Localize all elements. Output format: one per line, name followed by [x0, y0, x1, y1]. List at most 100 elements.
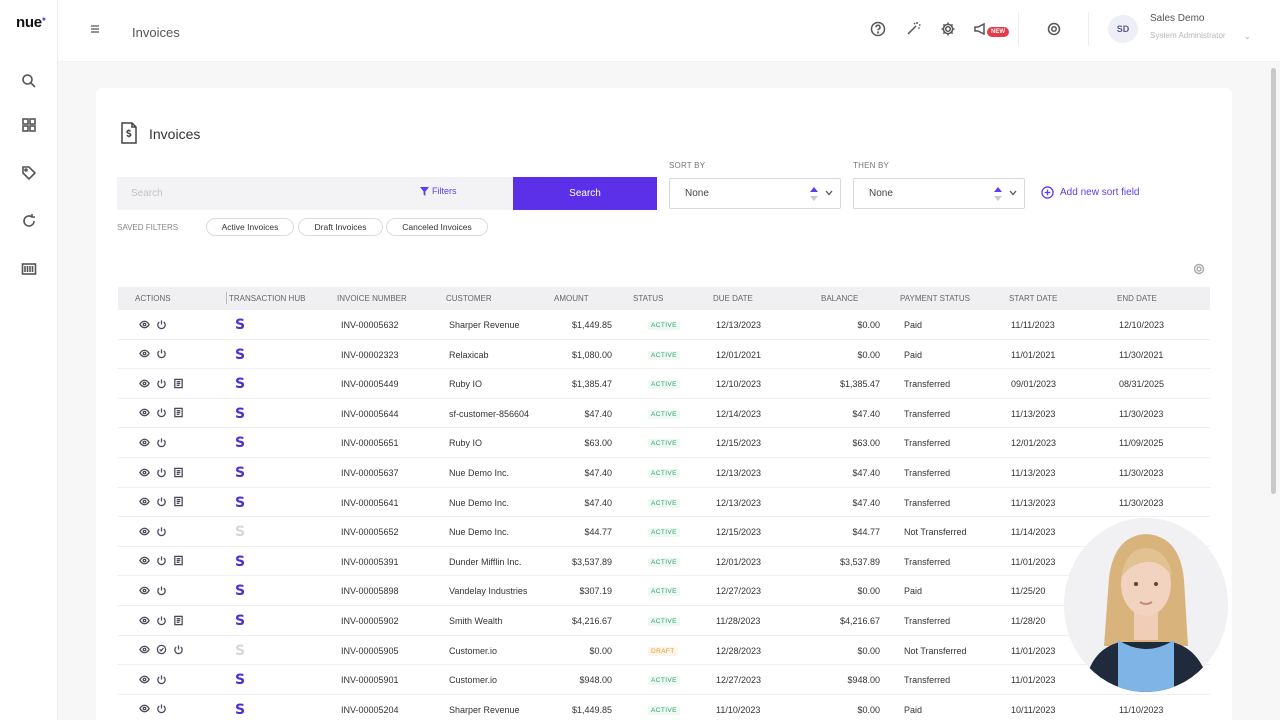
invoice-number[interactable]: INV-00005391 — [341, 556, 399, 567]
page-scrollbar[interactable] — [1271, 68, 1276, 494]
customer-name[interactable]: Customer.io — [449, 675, 498, 686]
column-header-transaction-hub[interactable]: TRANSACTION HUB — [229, 294, 306, 303]
power-icon[interactable] — [155, 436, 167, 448]
column-header-due-date[interactable]: DUE DATE — [713, 294, 753, 303]
table-row[interactable]: S INV-00005449 Ruby IO $1,385.47 12/10/2023 $… — [118, 369, 1210, 399]
customer-name[interactable]: Relaxicab — [449, 349, 489, 360]
then-by-select[interactable]: None — [853, 178, 1025, 209]
table-row[interactable]: S INV-00005391 Dunder Mifflin Inc. $3,537.8… — [118, 547, 1210, 577]
tag-icon[interactable] — [19, 163, 39, 183]
invoice-number[interactable]: INV-00005641 — [341, 497, 399, 508]
transaction-hub-icon[interactable]: S — [235, 435, 246, 452]
invoice-number[interactable]: INV-00005905 — [341, 645, 399, 656]
document-icon[interactable] — [172, 496, 184, 508]
power-icon[interactable] — [172, 644, 184, 656]
invoice-number[interactable]: INV-00005637 — [341, 468, 399, 478]
view-icon[interactable] — [138, 407, 150, 419]
customer-name[interactable]: Ruby IO — [449, 379, 483, 390]
power-icon[interactable] — [155, 673, 167, 685]
column-header-invoice-number[interactable]: INVOICE NUMBER — [337, 294, 407, 303]
view-icon[interactable] — [138, 466, 150, 478]
refresh-icon[interactable] — [19, 211, 39, 231]
column-header-amount[interactable]: AMOUNT — [554, 294, 589, 303]
table-row[interactable]: S INV-00005637 Nue Demo Inc. $47.40 12/13/20… — [118, 458, 1210, 488]
view-icon[interactable] — [138, 555, 150, 567]
customer-name[interactable]: Nue Demo Inc. — [449, 497, 510, 508]
customer-name[interactable]: sf-customer-856604 — [449, 408, 530, 419]
invoice-number[interactable]: INV-00005204 — [341, 704, 399, 715]
table-row[interactable]: S INV-00005905 Customer.io $0.00 12/28/2023 $… — [118, 636, 1210, 666]
customer-name[interactable]: Dunder Mifflin Inc. — [449, 556, 522, 567]
settings-icon[interactable] — [1045, 20, 1063, 38]
view-icon[interactable] — [138, 584, 150, 596]
transaction-hub-icon[interactable]: S — [235, 583, 246, 600]
view-icon[interactable] — [138, 348, 150, 360]
invoice-number[interactable]: INV-00002323 — [341, 349, 399, 360]
power-icon[interactable] — [155, 614, 167, 626]
table-row[interactable]: S INV-00005902 Smith Wealth $4,216.67 11/28/… — [118, 606, 1210, 636]
column-resize-handle[interactable] — [226, 292, 227, 304]
invoice-number[interactable]: INV-00005652 — [341, 527, 399, 538]
invoice-number[interactable]: INV-00005644 — [341, 408, 399, 419]
transaction-hub-icon[interactable]: S — [235, 672, 246, 689]
invoice-number[interactable]: INV-00005632 — [341, 320, 399, 330]
power-icon[interactable] — [155, 377, 167, 389]
customer-name[interactable]: Smith Wealth — [449, 616, 503, 626]
power-icon[interactable] — [155, 466, 167, 478]
table-row[interactable]: S INV-00005204 Sharper Revenue $1,449.85 11/… — [118, 695, 1210, 720]
column-header-customer[interactable]: CUSTOMER — [446, 294, 492, 303]
table-row[interactable]: S INV-00005644 sf-customer-856604 $47.40 12/… — [118, 399, 1210, 429]
document-icon[interactable] — [172, 377, 184, 389]
table-row[interactable]: S INV-00005901 Customer.io $948.00 12/27/202… — [118, 665, 1210, 695]
help-icon[interactable] — [869, 20, 887, 38]
view-icon[interactable] — [138, 673, 150, 685]
power-icon[interactable] — [155, 584, 167, 596]
table-row[interactable]: S INV-00005651 Ruby IO $63.00 12/15/2023 $63.… — [118, 428, 1210, 458]
column-header-end-date[interactable]: END DATE — [1117, 294, 1157, 303]
power-icon[interactable] — [155, 496, 167, 508]
customer-name[interactable]: Sharper Revenue — [449, 320, 520, 330]
chevron-down-icon[interactable]: ⌄ — [1244, 32, 1251, 41]
transaction-hub-icon[interactable]: S — [235, 613, 246, 629]
transaction-hub-icon[interactable]: S — [235, 494, 246, 511]
transaction-hub-icon[interactable]: S — [235, 524, 246, 541]
add-sort-field-button[interactable]: Add new sort field — [1041, 186, 1140, 199]
transaction-hub-icon[interactable]: S — [235, 553, 246, 570]
barcode-icon[interactable] — [19, 259, 39, 279]
table-row[interactable]: S INV-00005641 Nue Demo Inc. $47.40 12/13/20… — [118, 488, 1210, 518]
column-header-balance[interactable]: BALANCE — [821, 294, 859, 303]
saved-filter-active-invoices[interactable]: Active Invoices — [206, 218, 294, 236]
user-name[interactable]: Sales Demo — [1150, 13, 1205, 24]
transaction-hub-icon[interactable]: S — [235, 405, 246, 422]
power-icon[interactable] — [155, 348, 167, 360]
invoice-number[interactable]: INV-00005898 — [341, 586, 399, 597]
document-icon[interactable] — [172, 555, 184, 567]
table-row[interactable]: S INV-00005632 Sharper Revenue $1,449.85 12/… — [118, 310, 1210, 340]
invoice-number[interactable]: INV-00005902 — [341, 616, 399, 626]
table-row[interactable]: S INV-00005652 Nue Demo Inc. $44.77 12/15/20… — [118, 517, 1210, 547]
view-icon[interactable] — [138, 614, 150, 626]
transaction-hub-icon[interactable]: S — [235, 346, 246, 363]
avatar[interactable]: SD — [1108, 15, 1138, 43]
saved-filter-canceled-invoices[interactable]: Canceled Invoices — [386, 218, 488, 236]
transaction-hub-icon[interactable]: S — [235, 701, 246, 718]
view-icon[interactable] — [138, 318, 150, 330]
customer-name[interactable]: Sharper Revenue — [449, 704, 520, 715]
customer-name[interactable]: Nue Demo Inc. — [449, 527, 510, 538]
view-icon[interactable] — [138, 525, 150, 537]
search-input[interactable] — [117, 177, 513, 210]
power-icon[interactable] — [155, 407, 167, 419]
sort-by-select[interactable]: None — [669, 178, 841, 209]
power-icon[interactable] — [155, 318, 167, 330]
view-icon[interactable] — [138, 436, 150, 448]
customer-name[interactable]: Customer.io — [449, 645, 498, 656]
transaction-hub-icon[interactable]: S — [235, 642, 246, 659]
power-icon[interactable] — [155, 555, 167, 567]
document-icon[interactable] — [172, 614, 184, 626]
document-icon[interactable] — [172, 466, 184, 478]
search-button[interactable]: Search — [513, 177, 657, 210]
activate-check-icon[interactable] — [155, 644, 167, 656]
transaction-hub-icon[interactable]: S — [235, 376, 246, 393]
transaction-hub-icon[interactable]: S — [235, 465, 246, 481]
invoice-number[interactable]: INV-00005901 — [341, 675, 399, 686]
